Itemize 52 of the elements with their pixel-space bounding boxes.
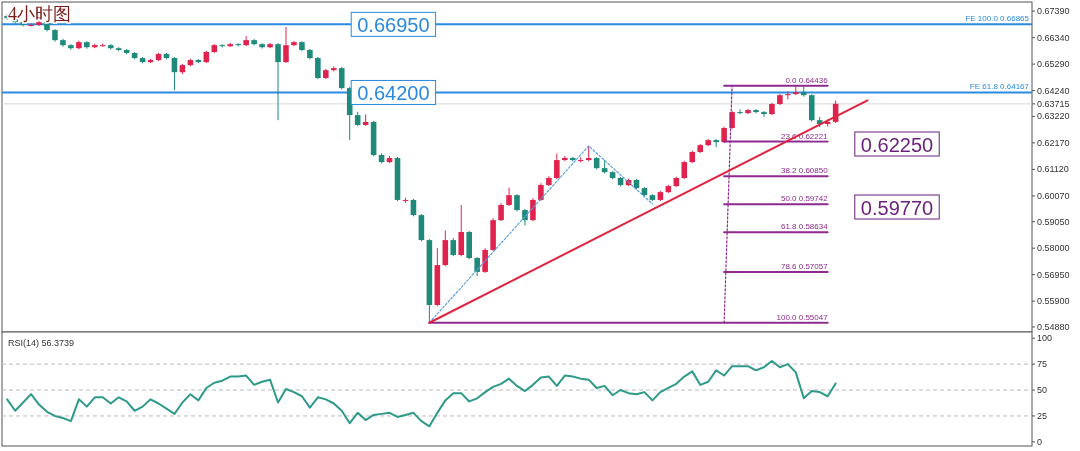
text: RSI(14) 56.3739 [8, 338, 75, 348]
annotation: 0.62250 [860, 133, 934, 156]
ref-line-label: FE 100.0 0.66865 [965, 14, 1030, 24]
annotation: 0.66950 [357, 13, 430, 36]
y-tick-label: 0.62170 [1037, 137, 1070, 148]
y-tick-label: 0.56950 [1037, 269, 1070, 280]
y-tick-label: 0.58000 [1037, 243, 1070, 254]
y-tick-label: 100 [1037, 333, 1053, 344]
y-tick-label: 50 [1037, 385, 1048, 396]
y-tick-label: 75 [1037, 359, 1048, 370]
candlestick [68, 43, 74, 51]
candlestick [338, 66, 345, 90]
y-tick-label: 0.67390 [1037, 6, 1070, 17]
candlestick [681, 160, 688, 180]
candlestick [737, 108, 743, 115]
line-series [6, 360, 837, 428]
candlestick [753, 108, 759, 114]
candlestick [554, 152, 560, 180]
y-tick-label: 0 [1037, 436, 1043, 447]
candlestick [283, 26, 289, 64]
y-tick-label: 0.65290 [1037, 59, 1070, 70]
candlestick [761, 110, 767, 118]
series-label: 61.8 0.58634 [780, 222, 829, 232]
candlestick [28, 22, 34, 27]
candlestick [450, 237, 457, 257]
y-tick-label: 25 [1037, 410, 1048, 421]
series-label: 100.0 0.55047 [776, 312, 829, 322]
y-tick-label: 0.61120 [1037, 164, 1069, 175]
candlestick [275, 42, 281, 121]
annotation: 0.59770 [860, 196, 934, 219]
series-label: 38.2 0.60850 [780, 166, 829, 176]
series-label: 0.0 0.64436 [785, 75, 829, 85]
annotation: 0.64200 [357, 81, 430, 104]
series-label: 23.6 0.62221 [780, 131, 829, 141]
y-tick-label: 0.63220 [1037, 111, 1070, 122]
y-tick-label: 0.63715 [1037, 98, 1070, 109]
y-tick-label: 0.66340 [1037, 32, 1070, 43]
ref-line-label: FE 61.8 0.64167 [969, 82, 1030, 92]
y-tick-label: 0.60070 [1037, 190, 1070, 201]
candlestick [713, 138, 719, 148]
candlestick [506, 187, 512, 207]
candlestick [315, 56, 321, 80]
y-tick-label: 0.55900 [1037, 296, 1070, 307]
series-label: 50.0 0.59742 [780, 194, 829, 204]
y-tick-label: 0.64240 [1037, 85, 1070, 96]
y-tick-label: 0.54880 [1037, 321, 1070, 332]
candlestick [530, 197, 536, 222]
candlestick [458, 204, 465, 257]
y-tick-label: 0.59050 [1037, 216, 1070, 227]
series-label: 78.6 0.57057 [780, 261, 829, 271]
candlestick [482, 247, 488, 274]
candlestick [474, 256, 480, 277]
